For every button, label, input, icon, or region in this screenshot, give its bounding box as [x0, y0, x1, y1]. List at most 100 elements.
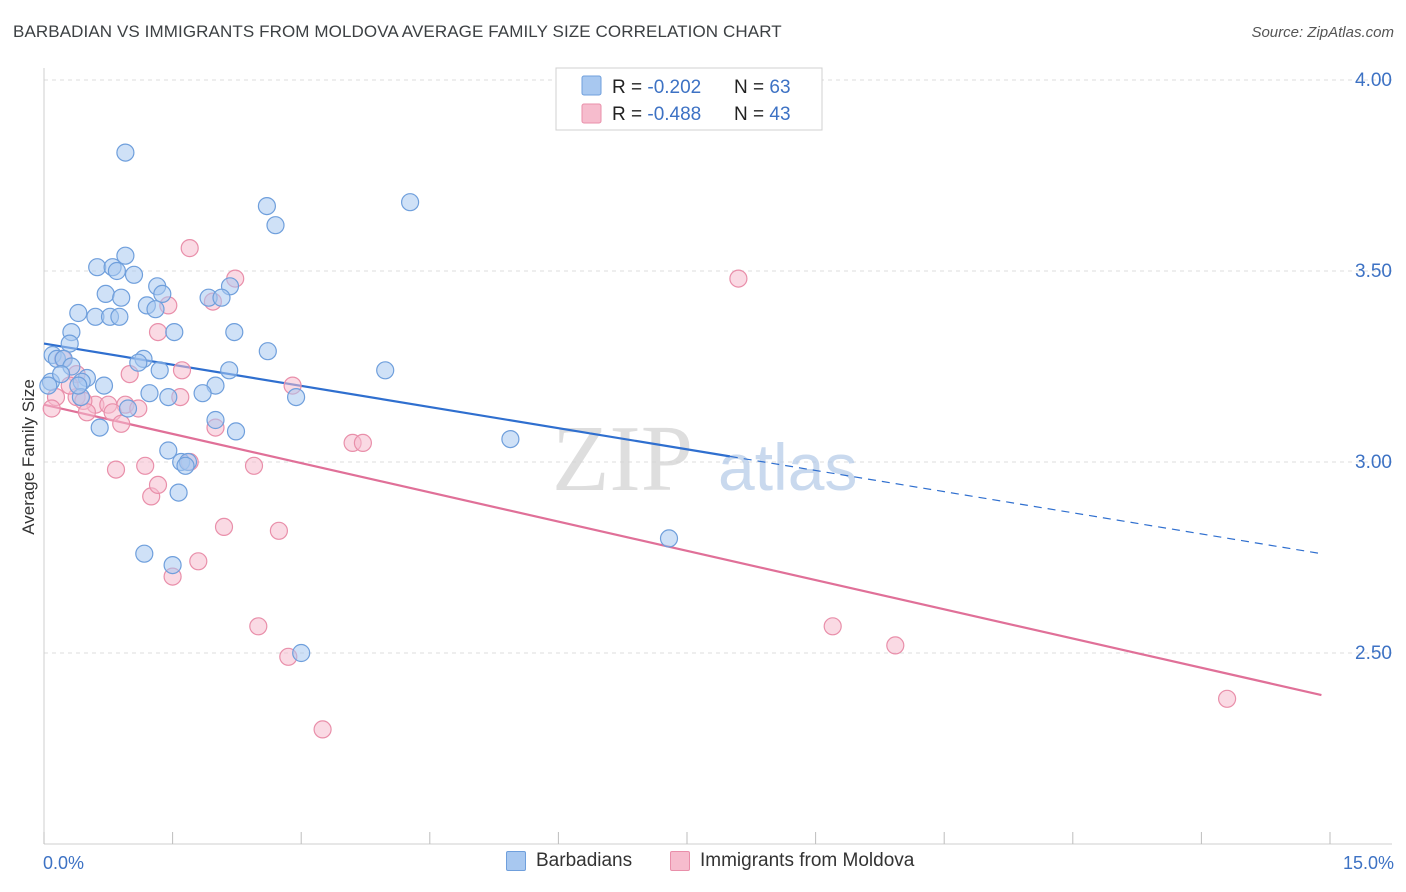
svg-text:N = 43: N = 43	[734, 104, 791, 125]
moldova-point	[106, 460, 126, 479]
barbadian-point	[110, 307, 129, 326]
legend-swatch-barbadians	[506, 851, 526, 871]
barbadian-point	[287, 388, 306, 407]
barbadian-point	[266, 216, 285, 235]
svg-text:R = -0.488: R = -0.488	[612, 104, 701, 125]
barbadian-point	[163, 555, 182, 575]
legend-swatch-pink	[581, 103, 602, 124]
moldova-point	[1217, 689, 1237, 708]
moldova-point	[148, 475, 168, 494]
moldova-point	[136, 456, 155, 475]
barbadian-point	[51, 365, 71, 384]
source-label: Source: ZipAtlas.com	[1251, 24, 1394, 41]
barbadian-point	[501, 430, 520, 449]
moldova-point	[148, 323, 168, 342]
moldova-point	[214, 517, 234, 537]
y-tick-labels: 2.50 3.00 3.50 4.00	[1355, 70, 1392, 664]
moldova-point	[823, 617, 842, 636]
barbadian-point	[39, 376, 58, 395]
moldova-point	[42, 399, 61, 418]
barbadian-point	[376, 361, 395, 380]
legend-swatch-blue	[581, 75, 602, 96]
moldova-point	[172, 361, 192, 380]
moldova-point	[189, 552, 208, 571]
barbadian-point	[69, 376, 88, 395]
moldova-point	[313, 720, 332, 739]
y-tick-label: 3.50	[1355, 261, 1392, 282]
legend-r-value-2: -0.488	[647, 104, 701, 125]
barbadian-point	[659, 529, 679, 548]
barbadian-point	[153, 284, 172, 303]
moldova-point	[729, 269, 748, 288]
svg-text:R = -0.202: R = -0.202	[612, 77, 701, 98]
x-tick-label-min: 0.0%	[43, 853, 84, 873]
y-tick-label: 4.00	[1355, 70, 1392, 91]
chart-title: BARBADIAN VS IMMIGRANTS FROM MOLDOVA AVE…	[13, 22, 782, 41]
barbadian-point	[225, 323, 244, 342]
barbadian-point	[96, 284, 115, 303]
legend-r-value-1: -0.202	[647, 77, 701, 98]
moldova-point	[886, 636, 905, 655]
barbadian-point	[159, 388, 178, 407]
data-points	[39, 143, 1237, 739]
barbadian-point	[159, 441, 178, 460]
barbadian-point	[176, 456, 195, 475]
legend-r-label-1: R =	[612, 77, 647, 98]
moldova-point	[353, 433, 372, 452]
watermark-atlas: atlas	[718, 430, 857, 504]
barbadian-point	[292, 643, 311, 663]
barbadian-point	[206, 410, 225, 430]
barbadian-point	[112, 288, 131, 307]
barbadian-point	[94, 376, 114, 395]
y-tick-label: 3.00	[1355, 452, 1392, 473]
moldova-point	[180, 239, 199, 258]
barbadian-point	[135, 544, 154, 563]
legend-item-moldova: Immigrants from Moldova	[670, 850, 914, 872]
gridlines	[44, 79, 1392, 654]
moldova-point	[244, 456, 264, 475]
barbadian-point	[116, 246, 135, 265]
barbadian-point	[226, 422, 246, 441]
barbadian-point	[212, 288, 231, 307]
barbadian-point	[90, 418, 109, 437]
barbadian-point	[107, 261, 127, 281]
legend-r-label-2: R =	[612, 104, 647, 125]
moldova-point	[269, 521, 288, 540]
legend-swatch-moldova	[670, 851, 690, 871]
x-axis-ticks	[43, 832, 1331, 844]
moldova-point	[112, 414, 131, 433]
barbadian-point	[193, 384, 212, 403]
barbadian-point	[124, 265, 144, 284]
barbadian-point	[258, 342, 277, 361]
barbadian-point	[169, 483, 188, 502]
trend-lines	[43, 342, 1322, 697]
x-tick-label-max: 15.0%	[1343, 853, 1394, 873]
barbadian-point	[257, 197, 276, 216]
barbadian-point	[88, 258, 107, 277]
legend-label-barbadians: Barbadians	[536, 850, 633, 871]
series-legend: Barbadians Immigrants from Moldova	[0, 850, 1406, 878]
barbadian-point	[129, 353, 148, 372]
legend-n-label-2: N =	[734, 104, 769, 125]
barbadian-point	[60, 334, 79, 353]
moldova-point	[77, 403, 97, 422]
barbadian-point	[118, 399, 138, 418]
legend-n-value-1: 63	[769, 77, 790, 98]
barbadian-point	[220, 361, 239, 380]
barbadian-point	[69, 303, 88, 323]
svg-text:N = 63: N = 63	[734, 77, 791, 98]
barbadian-point	[401, 193, 420, 212]
moldova-point	[249, 617, 268, 636]
barbadian-point	[150, 361, 169, 380]
legend-n-label-1: N =	[734, 77, 769, 98]
y-axis-title: Average Family Size	[19, 379, 38, 535]
barbadian-point	[165, 323, 184, 342]
y-tick-label: 2.50	[1355, 643, 1392, 664]
barbadian-point	[146, 300, 165, 319]
legend-item-barbadians: Barbadians	[506, 850, 632, 872]
moldova-trend-line	[43, 403, 1322, 697]
stats-legend: R = -0.202 N = 63 R = -0.488 N = 43	[555, 67, 823, 131]
watermark-zip: ZIP	[552, 407, 693, 511]
barbadian-trend-line-extension	[729, 455, 1322, 555]
